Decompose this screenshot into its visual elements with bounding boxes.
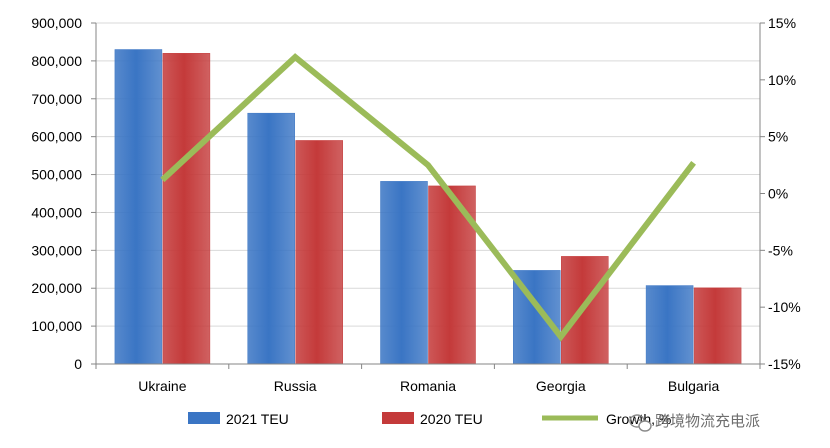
growth-line [160,53,696,342]
bar-2021-teu-russia [247,112,295,365]
y-left-tick-label: 900,000 [31,15,82,31]
growth-line-layer [160,53,696,342]
y-left-tick-label: 300,000 [31,242,82,258]
legend: 2021 TEU 2020 TEU Growth, % [188,411,671,427]
bar-2020-teu-russia [295,140,343,365]
y-left-tick-label: 400,000 [31,204,82,220]
watermark: 跨境物流充电派 [629,412,760,432]
y-right-tick-label: -10% [768,299,801,315]
x-category-label: Georgia [536,378,586,394]
y-right-tick-label: 5% [768,129,788,145]
y-right-tick-label: 10% [768,72,796,88]
y-right-tick-label: 15% [768,15,796,31]
y-left-tick-label: 500,000 [31,167,82,183]
tick-labels: 0 100,000 200,000 300,000 400,000 500,000 600,… [31,15,800,394]
x-category-label: Romania [400,378,456,394]
y-left-tick-label: 0 [74,356,82,372]
bar-2021-teu-romania [380,181,428,365]
wechat-icon [629,414,652,432]
legend-label-2021-teu: 2021 TEU [226,411,289,427]
bar-2021-teu-bulgaria [645,285,694,365]
axes [91,22,765,369]
y-left-tick-label: 100,000 [31,318,82,334]
y-left-tick-label: 700,000 [31,91,82,107]
y-left-tick-label: 800,000 [31,53,82,69]
bar-2020-teu-ukraine [162,53,211,365]
legend-swatch-2021-teu [188,412,220,424]
y-right-tick-label: -5% [768,242,793,258]
bar-2020-teu-bulgaria [693,287,742,365]
y-right-tick-label: 0% [768,186,788,202]
bars [114,49,742,365]
y-left-tick-label: 200,000 [31,280,82,296]
y-left-tick-label: 600,000 [31,129,82,145]
x-category-label: Ukraine [138,378,186,394]
watermark-text: 跨境物流充电派 [655,412,760,430]
y-right-tick-label: -15% [768,356,801,372]
bar-2021-teu-ukraine [114,49,163,365]
x-category-label: Bulgaria [668,378,720,394]
x-category-label: Russia [274,378,317,394]
legend-label-growth-: Growth, % [606,411,671,427]
legend-label-2020-teu: 2020 TEU [420,411,483,427]
legend-swatch-2020-teu [382,412,414,424]
